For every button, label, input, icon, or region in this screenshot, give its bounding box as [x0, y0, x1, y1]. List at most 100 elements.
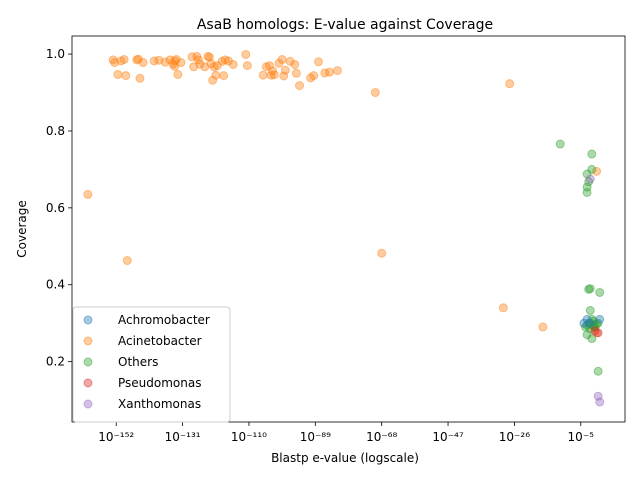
- x-tick-label-7: 10⁻⁵: [568, 430, 595, 444]
- point-acinetobacter-28: [204, 52, 214, 62]
- x-tick-label-3: 10⁻⁸⁹: [300, 430, 331, 444]
- point-acinetobacter-31: [209, 62, 219, 72]
- x-tick-label-1: 10⁻¹³¹: [165, 430, 201, 444]
- point-acinetobacter-64: [498, 303, 508, 313]
- point-acinetobacter-55: [306, 73, 316, 83]
- point-others-23: [582, 320, 592, 330]
- point-acinetobacter-20: [176, 58, 186, 68]
- point-acinetobacter-50: [280, 65, 290, 75]
- point-acinetobacter-23: [192, 51, 202, 61]
- point-acinetobacter-36: [220, 55, 230, 65]
- point-acinetobacter-52: [290, 59, 300, 69]
- point-acinetobacter-21: [187, 52, 197, 62]
- point-others-16: [593, 318, 603, 328]
- point-acinetobacter-68: [588, 322, 598, 332]
- point-others-18: [588, 316, 598, 326]
- point-achromobacter-1: [595, 314, 605, 324]
- legend-marker-acinetobacter: [83, 336, 93, 346]
- point-acinetobacter-48: [277, 54, 287, 64]
- point-acinetobacter-15: [168, 59, 178, 69]
- point-others-7: [584, 284, 594, 294]
- point-acinetobacter-24: [193, 55, 203, 65]
- y-tick-label-0: 0.2: [46, 355, 65, 369]
- y-tick-label-2: 0.6: [46, 201, 65, 215]
- point-acinetobacter-46: [269, 70, 279, 80]
- y-tick-label-4: 1.0: [46, 47, 65, 61]
- point-acinetobacter-49: [279, 71, 289, 81]
- point-others-17: [585, 324, 595, 334]
- point-acinetobacter-59: [325, 67, 335, 77]
- x-tick-label-2: 10⁻¹¹⁰: [231, 430, 267, 444]
- legend-box: [72, 306, 231, 423]
- point-acinetobacter-38: [228, 59, 238, 69]
- legend: Achromobacter Acinetobacter Others Pseudomo…: [72, 306, 231, 423]
- point-acinetobacter-4: [116, 56, 126, 66]
- point-acinetobacter-40: [242, 61, 252, 71]
- point-acinetobacter-57: [313, 57, 323, 67]
- point-acinetobacter-69: [592, 328, 602, 338]
- point-acinetobacter-45: [268, 66, 278, 76]
- point-others-6: [582, 187, 592, 197]
- legend-label-pseudomonas: Pseudomonas: [118, 376, 201, 390]
- point-acinetobacter-54: [295, 81, 305, 91]
- point-acinetobacter-19: [173, 69, 183, 79]
- point-achromobacter-0: [582, 314, 592, 324]
- legend-marker-others: [83, 357, 93, 367]
- point-acinetobacter-5: [119, 54, 129, 64]
- point-acinetobacter-56: [309, 71, 319, 81]
- x-tick-label-4: 10⁻⁶⁸: [366, 430, 397, 444]
- legend-label-xanthomonas: Xanthomonas: [118, 397, 201, 411]
- point-others-20: [582, 330, 592, 340]
- point-acinetobacter-63: [377, 248, 387, 258]
- point-xanthomonas-1: [593, 391, 603, 401]
- point-acinetobacter-43: [265, 61, 274, 71]
- point-acinetobacter-66: [538, 322, 548, 332]
- point-acinetobacter-51: [285, 56, 295, 66]
- x-axis-label: Blastp e-value (logscale): [271, 451, 419, 465]
- point-acinetobacter-42: [261, 62, 271, 72]
- point-acinetobacter-14: [165, 55, 175, 65]
- point-others-1: [587, 149, 597, 159]
- point-others-9: [595, 287, 605, 297]
- x-tick-label-6: 10⁻²⁶: [499, 430, 530, 444]
- y-tick-label-3: 0.8: [46, 124, 65, 138]
- point-acinetobacter-18: [171, 54, 181, 64]
- point-others-19: [592, 319, 602, 329]
- point-pseudomonas-1: [590, 326, 600, 336]
- point-acinetobacter-47: [274, 58, 284, 68]
- point-acinetobacter-8: [133, 54, 143, 64]
- point-acinetobacter-41: [258, 70, 268, 80]
- chart-title: AsaB homologs: E-value against Coverage: [197, 17, 493, 33]
- point-others-22: [593, 366, 603, 376]
- point-acinetobacter-60: [332, 66, 342, 76]
- point-others-12: [584, 318, 594, 328]
- point-acinetobacter-12: [154, 55, 164, 65]
- point-acinetobacter-30: [208, 75, 218, 85]
- point-acinetobacter-26: [200, 62, 210, 72]
- point-others-10: [585, 306, 595, 316]
- point-pseudomonas-0: [593, 328, 603, 338]
- y-axis-ticks: 0.2 0.4 0.6 0.8 1.0: [46, 47, 72, 369]
- legend-label-achromobacter: Achromobacter: [118, 313, 210, 327]
- point-acinetobacter-22: [189, 62, 199, 72]
- point-acinetobacter-29: [206, 59, 216, 69]
- point-others-14: [588, 320, 598, 330]
- plot-frame: [71, 35, 626, 423]
- x-tick-label-0: 10⁻¹⁵²: [98, 430, 134, 444]
- legend-marker-pseudomonas: [83, 378, 93, 388]
- point-others-4: [584, 177, 594, 187]
- point-acinetobacter-7: [132, 55, 142, 65]
- point-acinetobacter-65: [505, 79, 515, 89]
- point-acinetobacter-10: [138, 58, 148, 68]
- point-acinetobacter-3: [113, 69, 123, 79]
- point-acinetobacter-16: [170, 61, 180, 71]
- points-layer: [83, 49, 605, 407]
- point-acinetobacter-35: [219, 71, 229, 81]
- y-tick-label-1: 0.4: [46, 278, 65, 292]
- point-acinetobacter-27: [203, 51, 213, 61]
- point-others-11: [581, 322, 590, 332]
- point-acinetobacter-1: [108, 55, 118, 65]
- point-acinetobacter-61: [122, 256, 132, 266]
- x-tick-label-5: 10⁻⁴⁷: [432, 430, 463, 444]
